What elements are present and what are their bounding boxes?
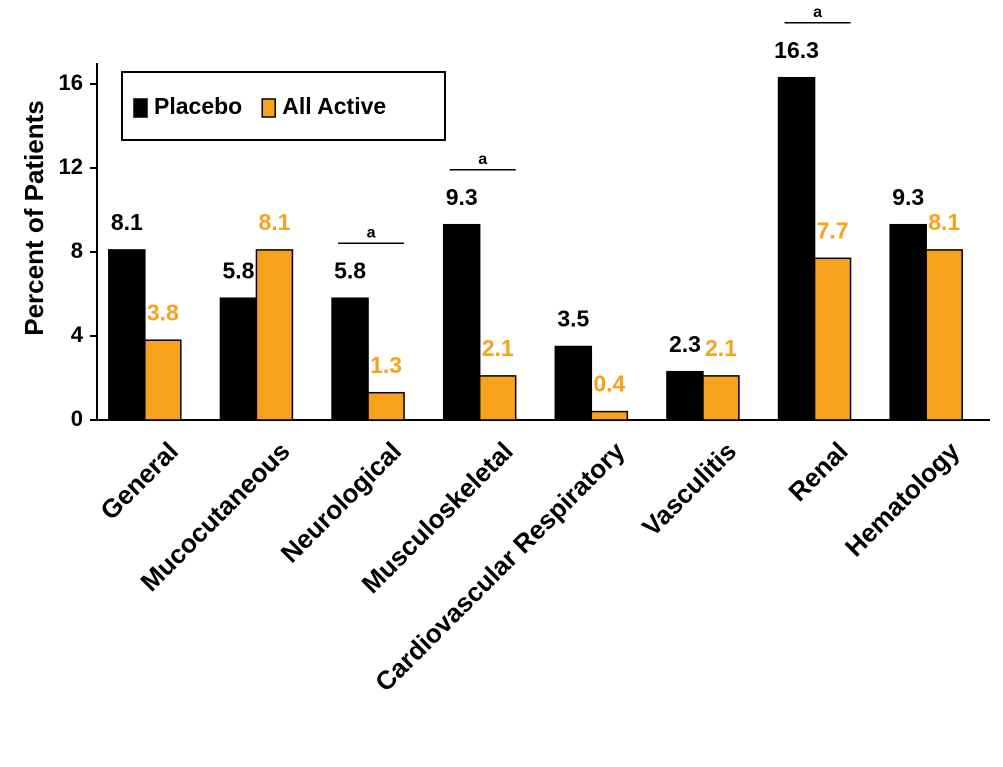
value-label: 9.3 — [892, 184, 924, 210]
bar — [925, 249, 963, 421]
value-label: 8.1 — [111, 209, 143, 235]
value-label: 2.1 — [482, 335, 514, 361]
value-label: 5.8 — [222, 257, 254, 283]
value-label: 3.8 — [147, 299, 179, 325]
value-label: 7.7 — [817, 217, 849, 243]
x-tick-label: General — [94, 436, 184, 526]
significance-label: a — [367, 224, 376, 241]
legend-swatch — [133, 98, 148, 118]
x-tick-label: Vasculitis — [636, 436, 742, 542]
x-tick-label: Hematology — [839, 436, 966, 563]
bar — [442, 223, 481, 421]
value-label: 5.8 — [334, 257, 366, 283]
y-axis-label: Percent of Patients — [19, 100, 49, 336]
bar — [777, 76, 816, 421]
bar — [255, 249, 294, 421]
bar — [554, 345, 593, 421]
legend-box — [121, 71, 446, 141]
value-label: 8.1 — [258, 209, 290, 235]
x-tick-label: Renal — [782, 436, 853, 507]
y-tick-label: 8 — [71, 238, 83, 263]
legend-label: All Active — [282, 93, 386, 119]
bar — [367, 391, 405, 421]
value-label: 3.5 — [557, 306, 589, 332]
value-label: 9.3 — [446, 184, 478, 210]
bar — [219, 297, 258, 421]
value-label: 0.4 — [593, 371, 625, 397]
value-label: 16.3 — [774, 37, 819, 63]
y-tick-label: 12 — [59, 154, 83, 179]
bar — [108, 249, 146, 421]
value-label: 2.1 — [705, 335, 737, 361]
significance-label: a — [478, 151, 487, 168]
value-label: 2.3 — [669, 331, 701, 357]
y-tick-label: 4 — [71, 322, 84, 347]
value-label: 1.3 — [370, 352, 402, 378]
bar — [144, 339, 182, 421]
bar — [590, 410, 629, 421]
bar — [666, 370, 704, 421]
bar — [478, 375, 517, 421]
significance-label: a — [813, 4, 822, 21]
bar — [331, 297, 369, 421]
legend-label: Placebo — [154, 93, 242, 119]
legend-swatch — [261, 98, 276, 118]
value-label: 8.1 — [928, 209, 960, 235]
bar — [813, 257, 852, 421]
y-tick-label: 16 — [59, 70, 83, 95]
bar — [702, 375, 740, 421]
y-tick-label: 0 — [71, 406, 83, 431]
bar — [889, 223, 927, 421]
